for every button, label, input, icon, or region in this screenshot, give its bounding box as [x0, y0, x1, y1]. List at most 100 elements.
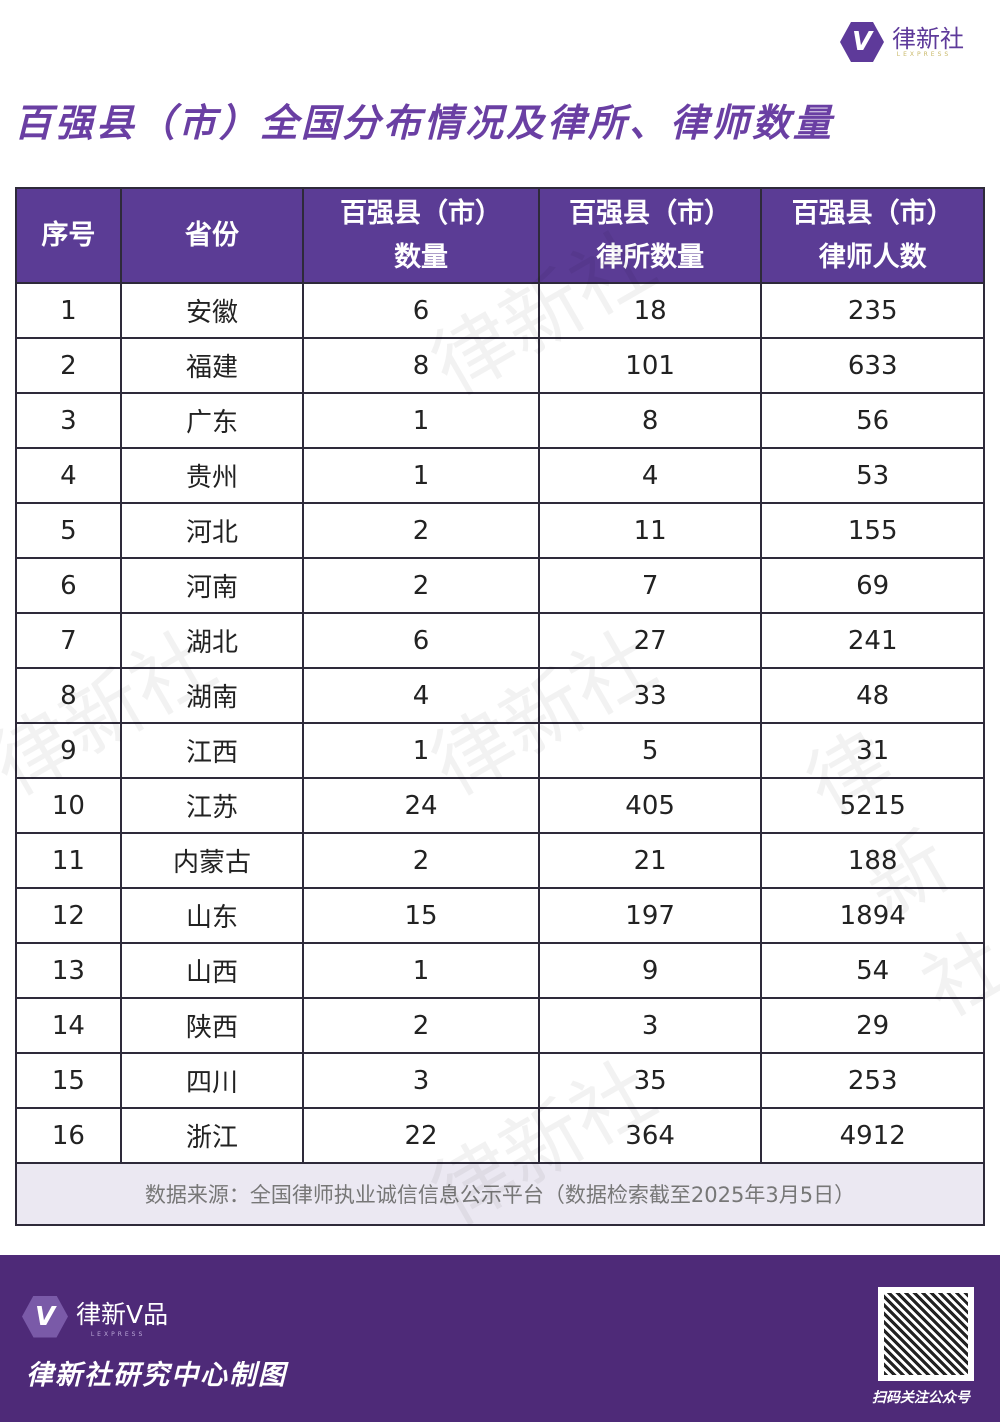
table-cell: 27 [537, 612, 763, 669]
qr-code-icon [884, 1293, 968, 1375]
table-cell: 56 [760, 392, 985, 449]
table-cell: 5 [537, 722, 763, 779]
table-row: 13 山西 1 9 54 [15, 942, 985, 999]
table-cell: 内蒙古 [119, 832, 305, 889]
table-cell: 53 [760, 447, 985, 504]
table-cell: 31 [760, 722, 985, 779]
table-cell: 4 [15, 447, 122, 504]
table-cell: 235 [760, 282, 985, 339]
table-cell: 6 [302, 282, 540, 339]
table-row: 11 内蒙古 2 21 188 [15, 832, 985, 889]
table-cell: 贵州 [119, 447, 305, 504]
table-cell: 四川 [119, 1052, 305, 1109]
table-cell: 2 [302, 557, 540, 614]
table-cell: 188 [760, 832, 985, 889]
table-cell: 福建 [119, 337, 305, 394]
table-cell: 155 [760, 502, 985, 559]
footer-logo: V 律新V品 LEXPRESS [22, 1295, 168, 1338]
column-header: 百强县（市） 数量 [302, 187, 540, 284]
qr-code [878, 1287, 974, 1381]
table-cell: 18 [537, 282, 763, 339]
table-cell: 4 [302, 667, 540, 724]
table-cell: 6 [302, 612, 540, 669]
table-cell: 陕西 [119, 997, 305, 1054]
column-header-text: 百强县（市） [791, 197, 954, 229]
table-row: 10 江苏 24 405 5215 [15, 777, 985, 834]
footer-logo-text: 律新V品 [76, 1300, 169, 1329]
column-header: 百强县（市） 律师人数 [760, 187, 985, 284]
table-cell: 江苏 [119, 777, 305, 834]
table-cell: 16 [15, 1107, 122, 1164]
table-cell: 2 [15, 337, 122, 394]
table-cell: 253 [760, 1052, 985, 1109]
table-cell: 1 [15, 282, 122, 339]
table-cell: 24 [302, 777, 540, 834]
table-cell: 12 [15, 887, 122, 944]
table-cell: 1 [302, 722, 540, 779]
table-cell: 13 [15, 942, 122, 999]
table-cell: 15 [15, 1052, 122, 1109]
table-row: 2 福建 8 101 633 [15, 337, 985, 394]
table-cell: 2 [302, 832, 540, 889]
table-cell: 江西 [119, 722, 305, 779]
table-row: 7 湖北 6 27 241 [15, 612, 985, 669]
table-cell: 2 [302, 502, 540, 559]
footer-credit: 律新社研究中心制图 [26, 1360, 287, 1391]
table-cell: 405 [537, 777, 763, 834]
table-cell: 633 [760, 337, 985, 394]
table-row: 12 山东 15 197 1894 [15, 887, 985, 944]
table-cell: 197 [537, 887, 763, 944]
table-cell: 1 [302, 392, 540, 449]
table-cell: 364 [537, 1107, 763, 1164]
table-cell: 浙江 [119, 1107, 305, 1164]
table-cell: 22 [302, 1107, 540, 1164]
table-row: 16 浙江 22 364 4912 [15, 1107, 985, 1164]
table-cell: 33 [537, 667, 763, 724]
table-cell: 15 [302, 887, 540, 944]
table-cell: 10 [15, 777, 122, 834]
table-cell: 29 [760, 997, 985, 1054]
table-row: 3 广东 1 8 56 [15, 392, 985, 449]
table-cell: 7 [15, 612, 122, 669]
table-cell: 山东 [119, 887, 305, 944]
table-cell: 8 [302, 337, 540, 394]
column-header-text: 百强县（市） [569, 197, 732, 229]
table-cell: 69 [760, 557, 985, 614]
table-cell: 8 [15, 667, 122, 724]
column-header-text: 百强县（市） [340, 197, 503, 229]
footer-logo-subtext: LEXPRESS [90, 1331, 146, 1338]
table-cell: 4 [537, 447, 763, 504]
column-header: 省份 [119, 187, 305, 284]
table-row: 5 河北 2 11 155 [15, 502, 985, 559]
table-cell: 8 [537, 392, 763, 449]
table-cell: 9 [537, 942, 763, 999]
table-cell: 广东 [119, 392, 305, 449]
table-cell: 1894 [760, 887, 985, 944]
table-cell: 河北 [119, 502, 305, 559]
table-row: 15 四川 3 35 253 [15, 1052, 985, 1109]
logo-text: 律新社 [892, 24, 964, 53]
table-cell: 1 [302, 942, 540, 999]
table-cell: 6 [15, 557, 122, 614]
column-header-text: 序号 [41, 219, 96, 251]
column-header-text: 律所数量 [596, 241, 705, 273]
table-cell: 48 [760, 667, 985, 724]
column-header-text: 律师人数 [818, 241, 927, 273]
table-cell: 湖南 [119, 667, 305, 724]
table-cell: 241 [760, 612, 985, 669]
table-row: 4 贵州 1 4 53 [15, 447, 985, 504]
table-cell: 安徽 [119, 282, 305, 339]
table-header-row: 序号 省份 百强县（市） 数量 百强县（市） 律所数量 百强县（市） 律师人数 [15, 187, 985, 284]
logo-icon: V [840, 22, 884, 62]
table-cell: 3 [15, 392, 122, 449]
column-header-text: 省份 [185, 219, 240, 251]
table-cell: 9 [15, 722, 122, 779]
table-row: 8 湖南 4 33 48 [15, 667, 985, 724]
data-table: 序号 省份 百强县（市） 数量 百强县（市） 律所数量 百强县（市） 律师人数 1 安徽 6 18 2… [15, 187, 985, 1226]
table-cell: 湖北 [119, 612, 305, 669]
table-cell: 1 [302, 447, 540, 504]
page-title: 百强县（市）全国分布情况及律所、律师数量 [14, 101, 835, 145]
qr-label: 扫码关注公众号 [872, 1390, 970, 1406]
column-header: 序号 [15, 187, 122, 284]
table-cell: 35 [537, 1052, 763, 1109]
